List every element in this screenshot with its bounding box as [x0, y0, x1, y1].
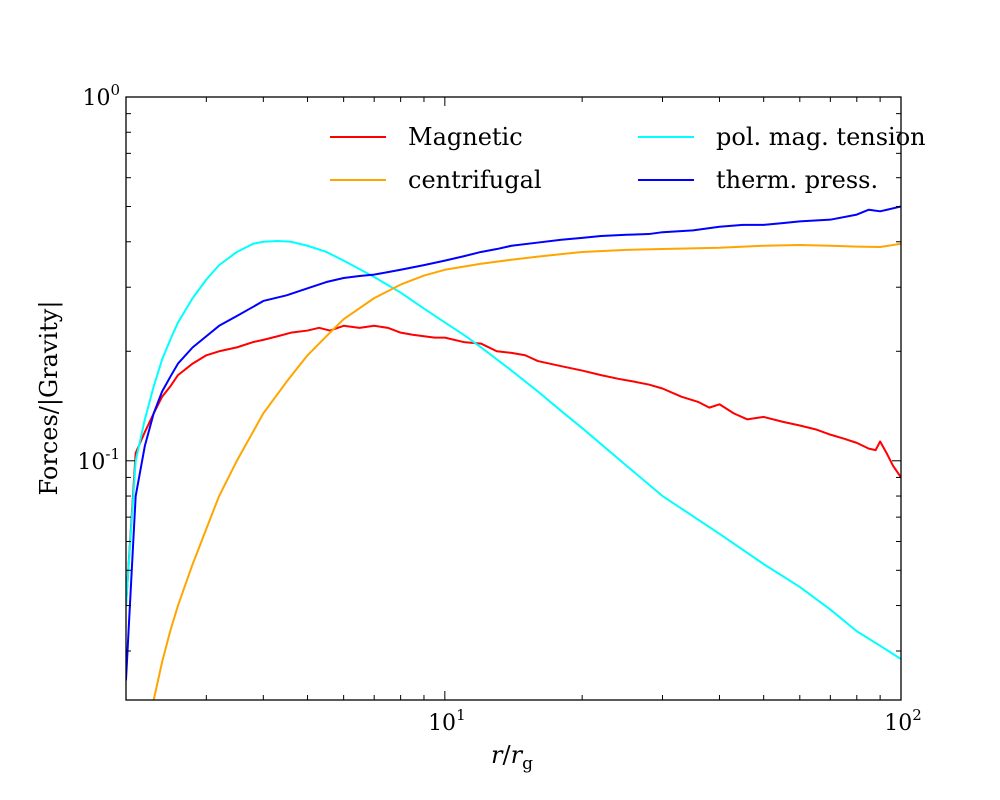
y-axis-label: Forces/|Gravity| [35, 301, 64, 496]
y-tick-label: 10-1 [77, 445, 120, 475]
legend-label: pol. mag. tension [716, 123, 926, 151]
series-line-0 [126, 324, 901, 607]
legend-label: centrifugal [408, 166, 542, 194]
x-axis-label: r/rg [491, 741, 533, 774]
series-lines [126, 205, 901, 700]
x-tick-label: 102 [884, 706, 922, 736]
plot-frame [125, 96, 902, 701]
legend: Magnetic pol. mag. tension centrifugal ther… [330, 123, 926, 194]
axis-ticks: 101 102 100 10-1 [77, 81, 921, 736]
series-line-2 [152, 242, 901, 700]
series-line-1 [126, 239, 901, 661]
legend-label: Magnetic [408, 123, 523, 151]
y-tick-label: 100 [82, 81, 120, 111]
legend-label: therm. press. [716, 166, 878, 194]
series-line-3 [126, 205, 901, 681]
x-tick-label: 101 [428, 706, 466, 736]
